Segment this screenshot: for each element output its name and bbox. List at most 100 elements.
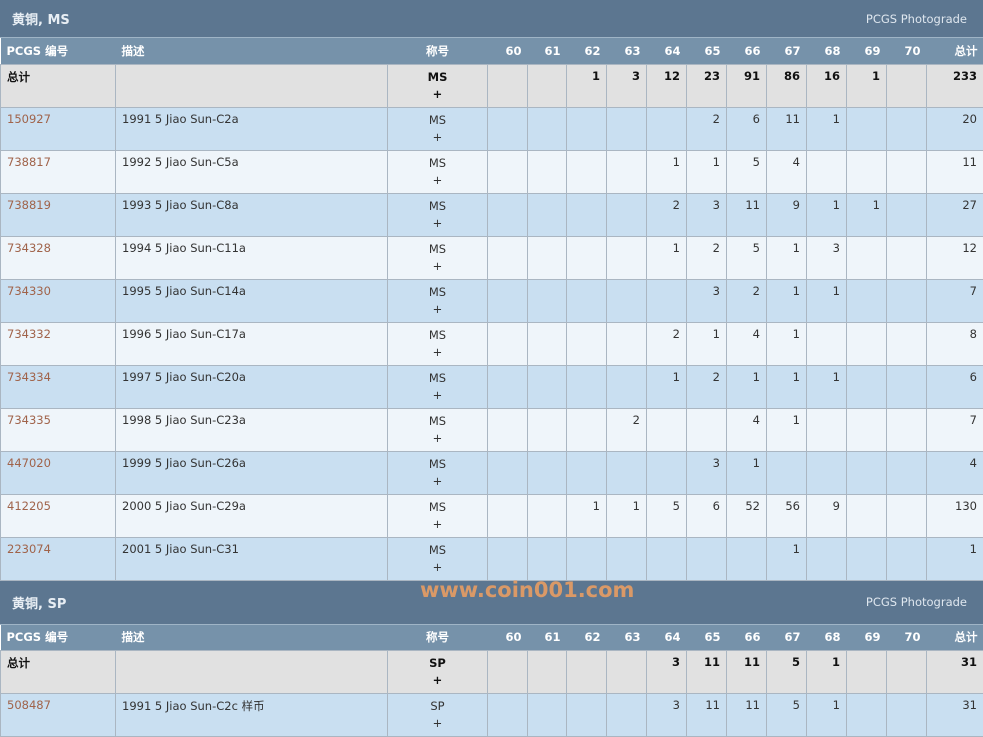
- grade-count: [567, 107, 607, 150]
- plus-toggle[interactable]: +: [394, 473, 481, 490]
- pcgs-id-link[interactable]: 447020: [7, 456, 51, 470]
- header-grade[interactable]: 70: [887, 625, 927, 651]
- plus-toggle[interactable]: +: [394, 129, 481, 146]
- row-total: 11: [927, 150, 983, 193]
- header-grade[interactable]: 61: [528, 625, 567, 651]
- grade-count: [847, 150, 887, 193]
- pcgs-id-link[interactable]: 734334: [7, 370, 51, 384]
- plus-toggle[interactable]: +: [394, 430, 481, 447]
- plus-toggle[interactable]: +: [394, 344, 481, 361]
- plus-toggle[interactable]: +: [394, 215, 481, 232]
- header-grade[interactable]: 68: [807, 625, 847, 651]
- grade-count: [887, 651, 927, 694]
- pcgs-id-link[interactable]: 150927: [7, 112, 51, 126]
- header-grade[interactable]: 62: [567, 38, 607, 64]
- grade-count: [847, 451, 887, 494]
- plus-toggle[interactable]: +: [394, 86, 481, 103]
- row-total: 8: [927, 322, 983, 365]
- grade-count: [647, 107, 687, 150]
- designation-cell: MS+: [388, 64, 488, 107]
- grade-count: 3: [647, 651, 687, 694]
- plus-toggle[interactable]: +: [394, 387, 481, 404]
- header-total[interactable]: 总计: [927, 38, 983, 64]
- grade-count: 1: [847, 193, 887, 236]
- header-grade[interactable]: 64: [647, 625, 687, 651]
- grade-count: [488, 694, 528, 737]
- photograde-link[interactable]: PCGS Photograde: [866, 12, 967, 26]
- header-grade[interactable]: 69: [847, 625, 887, 651]
- plus-toggle[interactable]: +: [394, 301, 481, 318]
- header-desc[interactable]: 描述: [116, 625, 388, 651]
- header-grade[interactable]: 60: [488, 625, 528, 651]
- header-grade[interactable]: 60: [488, 38, 528, 64]
- grade-count: 1: [607, 494, 647, 537]
- grade-count: 4: [727, 322, 767, 365]
- grade-count: [528, 408, 567, 451]
- plus-toggle[interactable]: +: [394, 672, 481, 689]
- header-grade[interactable]: 69: [847, 38, 887, 64]
- id-cell: 734330: [1, 279, 116, 322]
- desc-cell: 1991 5 Jiao Sun-C2a: [116, 107, 388, 150]
- pcgs-id-link[interactable]: 734332: [7, 327, 51, 341]
- header-grade[interactable]: 70: [887, 38, 927, 64]
- pcgs-id-link[interactable]: 738819: [7, 198, 51, 212]
- grade-count: [607, 236, 647, 279]
- plus-toggle[interactable]: +: [394, 559, 481, 576]
- id-cell: 412205: [1, 494, 116, 537]
- grade-count: 2: [687, 107, 727, 150]
- header-grade[interactable]: 63: [607, 625, 647, 651]
- pcgs-id-link[interactable]: 734335: [7, 413, 51, 427]
- desc-cell: 1991 5 Jiao Sun-C2c 样币: [116, 694, 388, 737]
- plus-toggle[interactable]: +: [394, 258, 481, 275]
- header-grade[interactable]: 67: [767, 625, 807, 651]
- grade-count: [727, 537, 767, 580]
- header-grade[interactable]: 64: [647, 38, 687, 64]
- header-grade[interactable]: 63: [607, 38, 647, 64]
- plus-toggle[interactable]: +: [394, 516, 481, 533]
- pcgs-id-link[interactable]: 734328: [7, 241, 51, 255]
- header-grade[interactable]: 65: [687, 625, 727, 651]
- header-id[interactable]: PCGS 编号: [1, 625, 116, 651]
- pcgs-id-link[interactable]: 734330: [7, 284, 51, 298]
- grade-count: [607, 279, 647, 322]
- pcgs-id-link[interactable]: 738817: [7, 155, 51, 169]
- description: 2001 5 Jiao Sun-C31: [122, 542, 239, 556]
- grade-count: [528, 365, 567, 408]
- pcgs-id-link[interactable]: 223074: [7, 542, 51, 556]
- header-grade[interactable]: 62: [567, 625, 607, 651]
- header-designation[interactable]: 称号: [388, 38, 488, 64]
- grade-count: 12: [647, 64, 687, 107]
- grade-count: [488, 537, 528, 580]
- header-designation[interactable]: 称号: [388, 625, 488, 651]
- pcgs-id-link[interactable]: 412205: [7, 499, 51, 513]
- header-grade[interactable]: 66: [727, 38, 767, 64]
- pcgs-id-link[interactable]: 508487: [7, 698, 51, 712]
- grade-count: [847, 651, 887, 694]
- grade-count: 2: [687, 365, 727, 408]
- grade-count: [807, 451, 847, 494]
- grade-count: [528, 150, 567, 193]
- header-grade[interactable]: 66: [727, 625, 767, 651]
- id-cell: 738819: [1, 193, 116, 236]
- plus-toggle[interactable]: +: [394, 715, 481, 732]
- photograde-link[interactable]: PCGS Photograde: [866, 595, 967, 609]
- grade-count: 3: [807, 236, 847, 279]
- grade-count: [807, 537, 847, 580]
- description: 1997 5 Jiao Sun-C20a: [122, 370, 246, 384]
- grade-count: [567, 322, 607, 365]
- header-grade[interactable]: 65: [687, 38, 727, 64]
- header-desc[interactable]: 描述: [116, 38, 388, 64]
- grade-count: 1: [727, 365, 767, 408]
- header-grade[interactable]: 67: [767, 38, 807, 64]
- grade-count: [488, 64, 528, 107]
- plus-toggle[interactable]: +: [394, 172, 481, 189]
- grade-count: 1: [647, 150, 687, 193]
- designation-cell: MS+: [388, 279, 488, 322]
- designation: SP: [394, 698, 481, 715]
- header-grade[interactable]: 61: [528, 38, 567, 64]
- header-total[interactable]: 总计: [927, 625, 983, 651]
- header-grade[interactable]: 68: [807, 38, 847, 64]
- header-id[interactable]: PCGS 编号: [1, 38, 116, 64]
